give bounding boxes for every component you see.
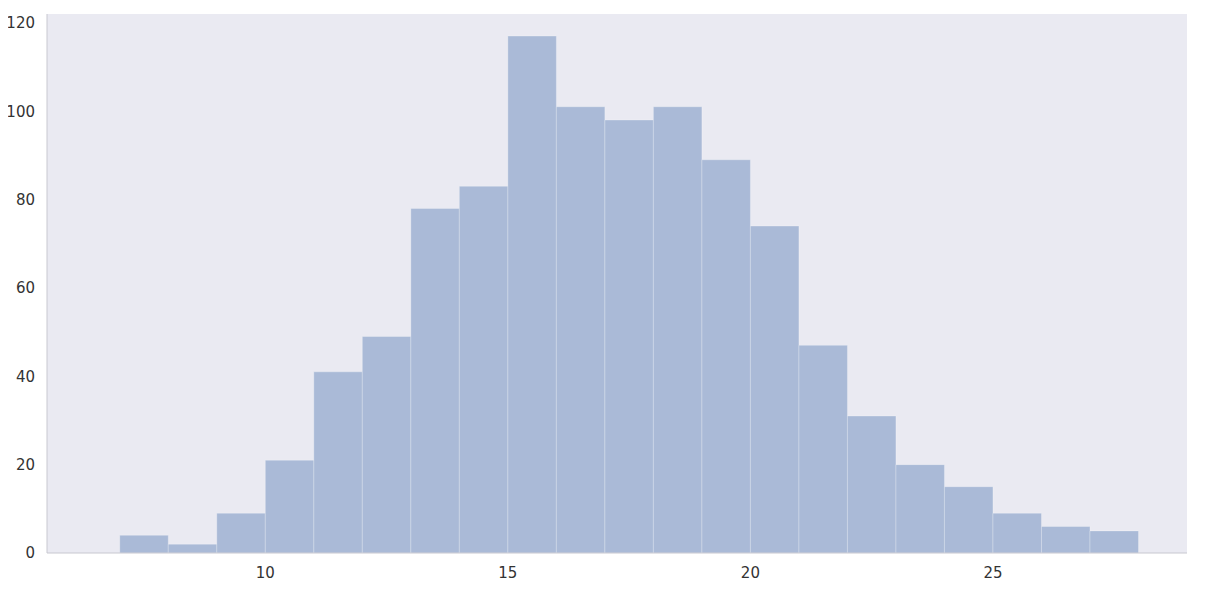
svg-text:20: 20: [16, 456, 35, 474]
svg-text:25: 25: [983, 564, 1002, 582]
svg-text:20: 20: [741, 564, 760, 582]
svg-text:10: 10: [256, 564, 275, 582]
svg-text:60: 60: [16, 279, 35, 297]
svg-text:40: 40: [16, 368, 35, 386]
svg-text:0: 0: [25, 544, 35, 562]
svg-text:120: 120: [8, 14, 35, 32]
svg-text:80: 80: [16, 191, 35, 209]
svg-text:100: 100: [8, 103, 35, 121]
svg-text:15: 15: [498, 564, 517, 582]
